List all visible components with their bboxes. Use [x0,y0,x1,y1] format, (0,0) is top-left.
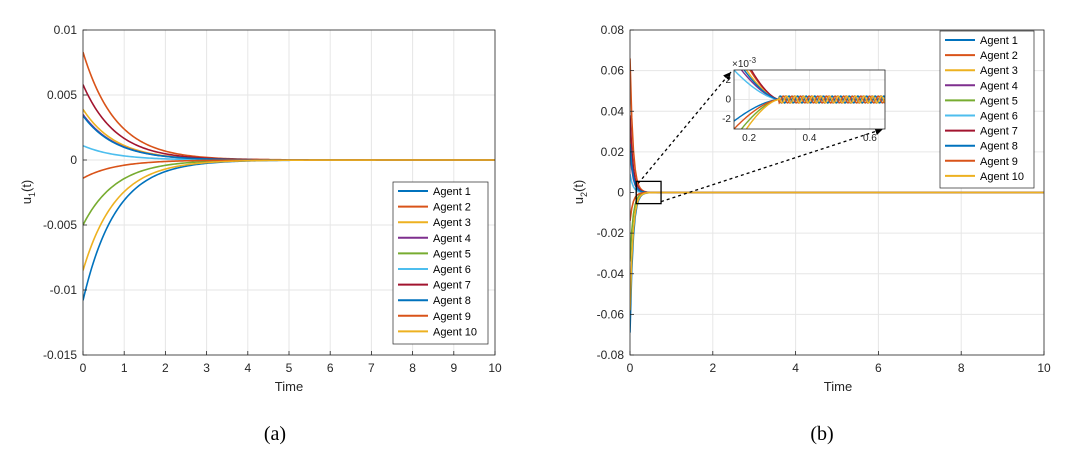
chart-b: 0 2 4 6 8 10 0.08 0.06 0.04 0.02 0 -0.02 -0.04 -0.06 -… [571,23,1051,445]
chart-b-caption: (b) [810,423,833,445]
y-tick-label: 0.01 [54,23,78,37]
zoom-arrow-upper [637,71,732,184]
x-tick-label: 2 [162,361,169,375]
y-tick-label: -0.01 [50,283,78,297]
legend-label: Agent 6 [433,264,471,276]
x-tick-label: 3 [203,361,210,375]
legend-label: Agent 9 [433,311,471,323]
x-tick-label: 0 [627,361,634,375]
y-tick-label: 0.08 [601,23,625,37]
x-tick-label: 6 [875,361,882,375]
legend-label: Agent 5 [433,248,471,260]
y-tick-label: -0.015 [43,348,77,362]
series-line-agent-10 [83,159,495,271]
x-tick-label: 8 [958,361,965,375]
x-tick-label: 4 [792,361,799,375]
x-tick-label: 8 [409,361,416,375]
series-group [83,51,495,301]
inset-y-tick-label: 0 [725,95,731,106]
inset-x-tick-label: 0.2 [742,133,756,144]
x-tick-label: 0 [80,361,87,375]
chart-b-xlabel: Time [824,379,852,394]
x-tick-label: 5 [286,361,293,375]
y-tick-label: 0 [70,153,77,167]
x-tick-label: 10 [1037,361,1051,375]
inset-series-group [734,70,885,129]
chart-b-series-lines [630,58,1044,333]
legend-box [939,30,1035,189]
legend-label: Agent 3 [433,217,471,229]
chart-b-zoom-annotation [635,71,884,205]
inset-axes-box [733,69,886,130]
chart-a-caption: (a) [264,423,286,445]
zoom-box [635,180,662,205]
x-tick-label: 10 [488,361,502,375]
chart-a: 0 1 2 3 4 5 6 7 8 9 100.010.0050-0.005-0.01-0.015 … [19,23,502,445]
legend-label: Agent 2 [980,50,1018,62]
y-tick-label: -0.04 [597,267,625,281]
x-tick-label: 7 [368,361,375,375]
legend-box [392,181,489,345]
x-tick-label: 4 [244,361,251,375]
x-tick-label: 1 [121,361,128,375]
chart-b-ticks: 0 2 4 6 8 10 0.08 0.06 0.04 0.02 0 -0.02 -0.04 -0.06 -… [597,23,1051,375]
chart-b-ylabel: u2(t) [571,180,589,205]
chart-b-inset: 0.2 0.4 0.6 2 0 -2 ×10-3 [722,56,886,144]
inset-x-tick-label: 0.6 [863,133,877,144]
series-line-agent-10 [630,191,1044,311]
inset-exponent-label: ×10-3 [732,56,757,70]
legend-label: Agent 8 [980,141,1018,153]
y-tick-label: -0.02 [597,226,625,240]
legend-label: Agent 9 [980,156,1018,168]
legend-label: Agent 10 [980,171,1024,183]
y-tick-label: 0.02 [601,145,625,159]
x-tick-label: 9 [450,361,457,375]
legend-label: Agent 4 [980,80,1018,92]
y-tick-label: 0.005 [47,88,77,102]
zoom-arrow-lower [660,127,884,203]
y-tick-label: -0.06 [597,307,625,321]
y-tick-label: -0.005 [43,218,77,232]
inset-y-tick-label: 2 [725,75,731,86]
legend-label: Agent 10 [433,326,477,338]
legend-label: Agent 5 [980,95,1018,107]
y-tick-label: -0.08 [597,348,625,362]
legend-label: Agent 7 [980,126,1018,138]
legend-label: Agent 6 [980,111,1018,123]
chart-a-series-lines [83,51,495,301]
inset-series-line-agent-9 [734,95,885,129]
legend-label: Agent 3 [980,65,1018,77]
legend-label: Agent 7 [433,280,471,292]
inset-series-line-agent-10 [745,95,885,129]
x-tick-label: 2 [709,361,716,375]
chart-a-xlabel: Time [275,379,303,394]
legend-label: Agent 1 [980,35,1018,47]
legend-label: Agent 1 [433,186,471,198]
chart-a-legend: Agent 1 Agent 2 Agent 3 Agent 4 Agent 5 Agent… [392,181,489,345]
chart-b-legend: Agent 1 Agent 2 Agent 3 Agent 4 Agent 5 Agent… [939,30,1035,189]
series-group [630,58,1044,333]
chart-a-ylabel: u1(t) [19,180,37,205]
legend-label: Agent 8 [433,295,471,307]
chart-a-ticks: 0 1 2 3 4 5 6 7 8 9 10 0.01 0.005 0 -0.005 -0.01 -0.015 [43,23,502,375]
inset-x-tick-label: 0.4 [803,133,817,144]
inset-y-tick-label: -2 [722,114,731,125]
x-tick-label: 6 [327,361,334,375]
y-tick-label: 0.04 [601,104,625,118]
y-tick-label: 0 [617,186,624,200]
legend-label: Agent 4 [433,233,471,245]
legend-label: Agent 2 [433,202,471,214]
y-tick-label: 0.06 [601,64,625,78]
